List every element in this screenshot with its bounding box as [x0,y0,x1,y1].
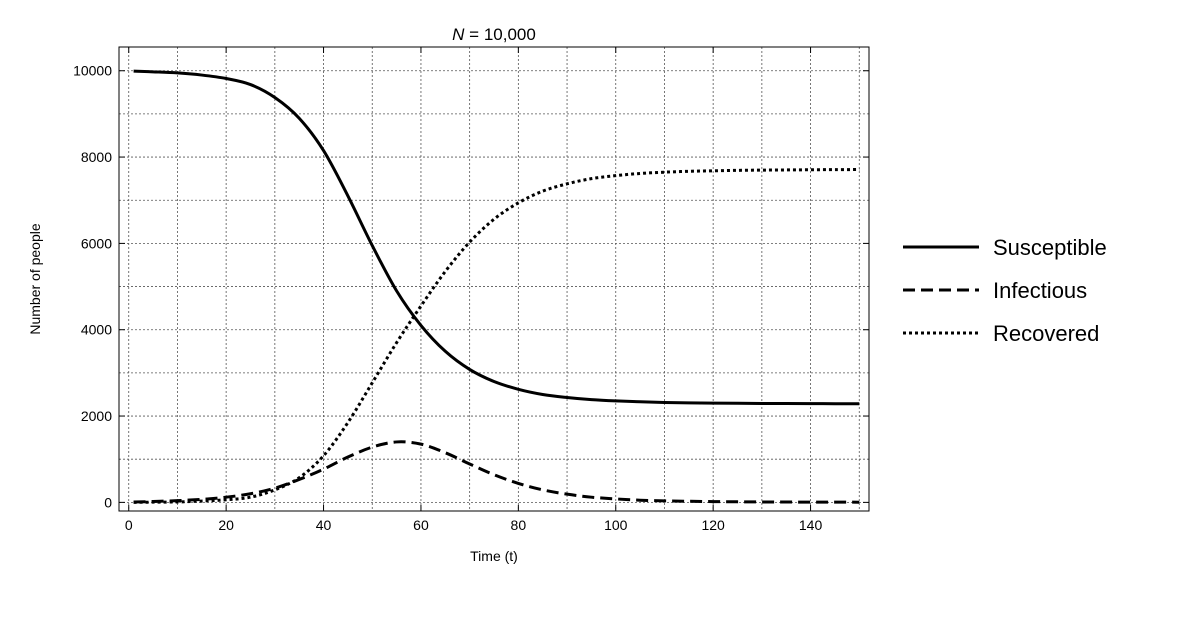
y-tick-label: 2000 [81,408,112,424]
x-tick-label: 80 [511,517,527,533]
y-tick-label: 0 [104,494,112,510]
legend-label-susceptible: Susceptible [993,235,1107,260]
legend-label-infectious: Infectious [993,278,1087,303]
series-group [133,69,860,504]
y-tick-label: 8000 [81,149,112,165]
x-tick-label: 20 [218,517,234,533]
x-tick-label: 0 [125,517,133,533]
series-infectious-line [133,440,860,504]
y-tick-label: 6000 [81,235,112,251]
y-tick-label: 4000 [81,322,112,338]
x-tick-label: 40 [316,517,332,533]
chart-title: N = 10,000 [452,25,536,44]
x-tick-label: 120 [701,517,725,533]
chart-title-variable: N [452,25,465,44]
legend-label-recovered: Recovered [993,321,1099,346]
grid [119,47,869,511]
legend: Susceptible Infectious Recovered [903,235,1107,346]
x-tick-label: 140 [799,517,823,533]
y-axis-label: Number of people [27,223,43,335]
series-recovered-line [133,168,860,504]
chart-title-rest: = 10,000 [464,25,535,44]
plot-frame [118,46,870,512]
axis-ticks: 0 20 40 60 80 100 120 140 0 2000 4000 6000 8000 10000 [73,47,869,533]
y-tick-label: 10000 [73,63,112,79]
x-tick-label: 100 [604,517,628,533]
series-susceptible-line [133,69,860,406]
x-axis-label: Time (t) [470,548,518,564]
x-tick-label: 60 [413,517,429,533]
